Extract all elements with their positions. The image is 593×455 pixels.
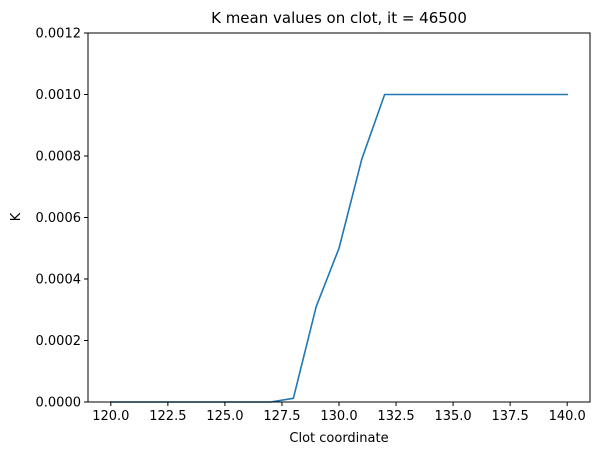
y-axis: 0.0000 0.0002 0.0004 0.0006 0.0008 0.0010 0.00…	[36, 27, 88, 411]
y-tick-label: 0.0008	[36, 150, 82, 165]
x-tick-label: 140.0	[549, 409, 586, 424]
x-tick-label: 135.0	[434, 409, 471, 424]
x-tick-label: 125.0	[206, 409, 243, 424]
x-tick-label: 122.5	[149, 409, 186, 424]
y-tick-label: 0.0012	[36, 27, 82, 42]
chart-title: K mean values on clot, it = 46500	[211, 9, 467, 27]
x-tick-label: 137.5	[492, 409, 529, 424]
x-tick-label: 127.5	[263, 409, 300, 424]
y-tick-label: 0.0006	[36, 211, 82, 226]
y-tick-label: 0.0002	[36, 334, 82, 349]
plot-area	[87, 32, 591, 403]
x-tick-label: 130.0	[320, 409, 357, 424]
x-axis: 120.0 122.5 125.0 127.5 130.0 132.5 135.0 137.5…	[92, 402, 586, 424]
axes-background	[88, 33, 590, 402]
x-tick-label: 120.0	[92, 409, 129, 424]
x-tick-label: 132.5	[377, 409, 414, 424]
y-tick-label: 0.0000	[36, 396, 82, 411]
y-tick-label: 0.0004	[36, 273, 82, 288]
y-axis-label: K	[9, 212, 24, 221]
y-tick-label: 0.0010	[36, 88, 82, 103]
x-axis-label: Clot coordinate	[289, 431, 388, 446]
